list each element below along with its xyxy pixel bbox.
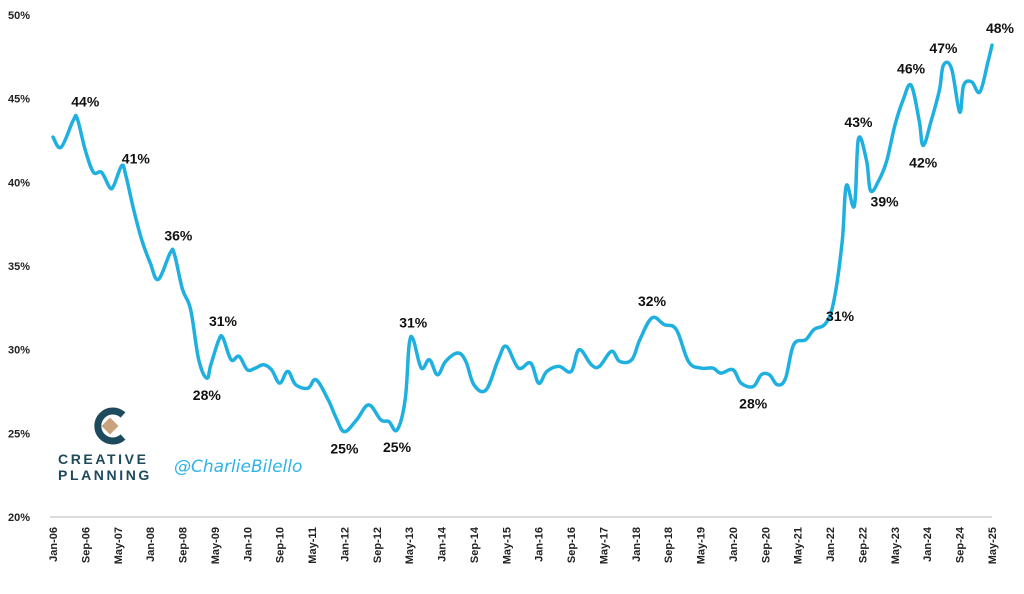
x-tick-label: Sep-14: [469, 526, 481, 563]
x-tick-label: Sep-06: [80, 527, 92, 563]
data-label: 43%: [844, 114, 873, 130]
data-label: 46%: [897, 60, 926, 76]
author-handle: @CharlieBilello: [174, 457, 303, 477]
x-tick-label: Sep-20: [760, 527, 772, 563]
x-tick-label: Sep-16: [566, 527, 578, 563]
x-tick-label: May-21: [793, 527, 805, 564]
data-label: 36%: [164, 228, 193, 244]
x-tick-label: Sep-10: [275, 527, 287, 563]
x-tick-label: Jan-24: [922, 526, 934, 562]
x-tick-label: May-19: [696, 527, 708, 564]
x-tick-label: Sep-22: [857, 527, 869, 563]
y-tick-label: 20%: [8, 512, 30, 524]
series-line: [51, 43, 994, 434]
x-tick-label: May-11: [307, 527, 319, 564]
data-label: 31%: [826, 308, 855, 324]
x-tick-label: Jan-14: [437, 526, 449, 562]
y-tick-label: 30%: [8, 345, 30, 357]
x-tick-label: Jan-06: [48, 527, 60, 562]
x-tick-label: Sep-12: [372, 527, 384, 563]
data-label: 31%: [399, 315, 428, 331]
x-tick-label: Sep-18: [663, 527, 675, 563]
x-tick-label: Jan-16: [534, 527, 546, 562]
x-tick-label: May-15: [501, 527, 513, 564]
x-tick-label: May-07: [113, 527, 125, 564]
data-label: 28%: [739, 395, 768, 411]
y-tick-label: 40%: [8, 177, 30, 189]
data-label: 42%: [909, 155, 938, 171]
x-axis: Jan-06 Sep-06 May-07 Jan-08 Sep-08 May-09 Jan-…: [48, 526, 999, 564]
data-label: 39%: [871, 194, 900, 210]
data-label: 47%: [929, 40, 958, 56]
x-tick-label: May-25: [987, 527, 999, 564]
x-tick-label: May-09: [210, 527, 222, 564]
annotations: 44% 41% 36% 31% 28% 25% 25% 31% 32% 28% 31% 43% 39% 4…: [71, 20, 1014, 457]
data-label: 25%: [330, 441, 359, 457]
x-tick-label: May-23: [890, 527, 902, 564]
x-tick-label: Jan-20: [728, 527, 740, 562]
logo-text-planning: PLANNING: [58, 467, 152, 483]
y-tick-label: 35%: [8, 261, 30, 273]
y-tick-label: 25%: [8, 428, 30, 440]
data-label: 31%: [209, 313, 238, 329]
logo-text-creative: CREATIVE: [58, 451, 149, 467]
x-tick-label: Sep-08: [178, 527, 190, 563]
y-tick-label: 45%: [8, 94, 30, 106]
creative-planning-logo-icon: [94, 407, 126, 445]
data-label: 41%: [122, 151, 151, 167]
data-label: 44%: [71, 94, 100, 110]
x-tick-label: Jan-18: [631, 527, 643, 562]
x-tick-label: May-17: [598, 527, 610, 564]
x-tick-label: May-13: [404, 527, 416, 564]
data-label: 48%: [986, 20, 1015, 36]
data-label: 32%: [638, 293, 667, 309]
y-tick-label: 50%: [8, 10, 30, 22]
data-label: 28%: [193, 387, 222, 403]
x-tick-label: Jan-10: [242, 527, 254, 562]
x-tick-label: Jan-12: [339, 527, 351, 562]
x-tick-label: Jan-22: [825, 527, 837, 562]
y-axis: 20% 25% 30% 35% 40% 45% 50%: [8, 10, 30, 524]
x-tick-label: Jan-08: [145, 527, 157, 562]
x-tick-label: Sep-24: [955, 526, 967, 563]
data-label: 25%: [383, 439, 412, 455]
